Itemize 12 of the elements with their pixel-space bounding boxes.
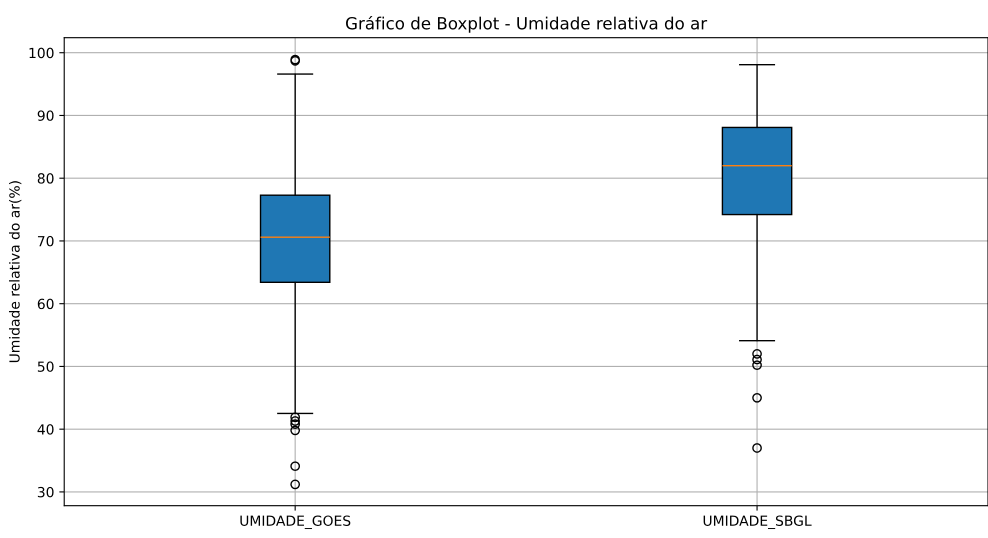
x-tick-label: UMIDADE_GOES bbox=[240, 515, 350, 530]
y-tick-label: 100 bbox=[30, 48, 54, 58]
y-tick-label: 50 bbox=[38, 361, 54, 372]
y-tick-label: 60 bbox=[38, 298, 54, 310]
y-tick-label: 40 bbox=[38, 424, 54, 435]
x-tick-label: UMIDADE_SBGL bbox=[704, 515, 812, 530]
y-tick-label: 90 bbox=[38, 110, 54, 121]
y-axis-title: Umidade relativa do ar(%) bbox=[8, 181, 22, 362]
y-tick-label: 80 bbox=[38, 173, 54, 184]
chart-title: Gráfico de Boxplot - Umidade relativa do ar bbox=[346, 16, 708, 33]
y-tick-label: 70 bbox=[38, 236, 54, 246]
y-tick-label: 30 bbox=[38, 486, 54, 498]
